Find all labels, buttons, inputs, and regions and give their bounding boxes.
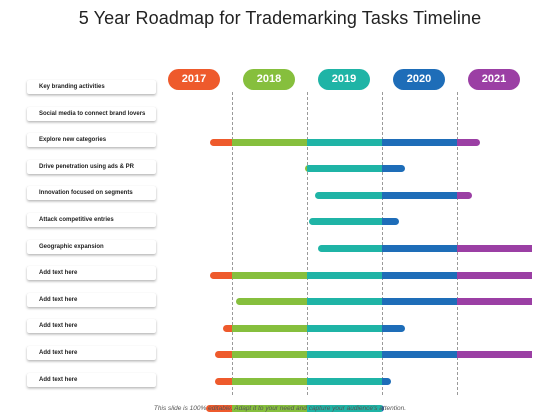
page-title: 5 Year Roadmap for Trademarking Tasks Ti… <box>78 8 482 28</box>
task-bar <box>309 218 399 226</box>
task-bar <box>318 245 539 252</box>
year-divider <box>307 92 308 395</box>
year-pill-2021: 2021 <box>468 69 520 90</box>
task-label: Add text here <box>27 346 156 360</box>
task-bar-segment-2017 <box>209 271 232 279</box>
task-label: Social media to connect brand lovers <box>27 106 156 121</box>
year-pill-2020: 2020 <box>393 69 445 90</box>
task-bar-segment-2017 <box>205 404 232 412</box>
task-bar <box>223 324 405 332</box>
task-bar-segment-2020 <box>382 165 405 173</box>
task-label: Add text here <box>27 266 156 281</box>
task-bar-segment-2020 <box>382 378 391 385</box>
task-bar-segment-2019 <box>307 298 382 306</box>
task-label: Innovation focused on segments <box>27 186 156 201</box>
task-bar-segment-2018 <box>232 378 307 385</box>
year-divider <box>232 92 233 395</box>
task-label: Key branding activities <box>27 80 156 94</box>
task-bar-segment-2017 <box>209 138 232 146</box>
task-bar <box>205 404 385 412</box>
task-label: Add text here <box>27 372 156 387</box>
task-bar-segment-2020 <box>382 245 457 252</box>
year-pill-2018: 2018 <box>243 69 295 90</box>
task-bar-segment-2018 <box>232 351 307 359</box>
task-bar-segment-2020 <box>382 324 405 332</box>
task-bar-segment-2019 <box>314 191 382 199</box>
task-bar-segment-2021 <box>457 191 472 199</box>
task-bar-segment-2018 <box>232 271 307 279</box>
task-bar-segment-2019 <box>318 245 382 252</box>
task-label: Attack competitive entries <box>27 213 156 227</box>
task-bar-segment-2018 <box>232 404 307 412</box>
task-bar <box>304 165 405 173</box>
year-divider <box>457 92 458 395</box>
task-bar-segment-2019 <box>307 271 382 279</box>
task-bar-segment-2020 <box>382 404 385 412</box>
task-bar <box>209 271 560 279</box>
task-bar <box>314 191 472 199</box>
task-label: Explore new categories <box>27 133 156 148</box>
task-bar-segment-2019 <box>307 404 382 412</box>
task-bar-segment-2019 <box>307 165 382 173</box>
task-bar-segment-2021 <box>457 351 532 359</box>
task-bar-segment-2017 <box>214 378 232 385</box>
task-bar-segment-2021 <box>457 138 480 146</box>
task-bar-segment-2020 <box>382 218 399 226</box>
task-bar-segment-2021 <box>457 298 532 306</box>
task-bar <box>235 298 560 306</box>
task-bar-segment-2020 <box>382 138 457 146</box>
task-bar-segment-2020 <box>382 351 457 359</box>
task-bar <box>214 351 560 359</box>
task-bar-segment-2019 <box>307 351 382 359</box>
task-bar-segment-2020 <box>382 191 457 199</box>
footer-note: This slide is 100% editable. Adapt it to… <box>153 405 407 412</box>
task-bar <box>209 138 480 146</box>
task-bar-segment-2017 <box>223 324 232 332</box>
task-bar-segment-2018 <box>232 138 307 146</box>
task-label: Drive penetration using ads & PR <box>27 159 156 174</box>
task-bar-segment-2020 <box>382 271 457 279</box>
task-bar-segment-2020 <box>382 298 457 306</box>
task-bar-segment-2018 <box>232 324 307 332</box>
task-label: Add text here <box>27 319 156 334</box>
task-bar-segment-2019 <box>307 138 382 146</box>
task-label: Geographic expansion <box>27 239 156 254</box>
task-bar-segment-2021 <box>457 245 532 252</box>
task-bar-segment-2019 <box>307 324 382 332</box>
year-pill-2017: 2017 <box>168 69 220 90</box>
task-bar <box>214 378 391 385</box>
year-pill-2019: 2019 <box>318 69 370 90</box>
task-label: Add text here <box>27 292 156 307</box>
year-divider <box>382 92 383 395</box>
task-bar-segment-2019 <box>309 218 382 226</box>
task-bar-segment-2017 <box>214 351 232 359</box>
task-bar-segment-2021 <box>457 271 532 279</box>
task-bar-segment-2019 <box>307 378 382 385</box>
task-bar-segment-2018 <box>304 165 307 173</box>
task-bar-segment-2018 <box>235 298 307 306</box>
